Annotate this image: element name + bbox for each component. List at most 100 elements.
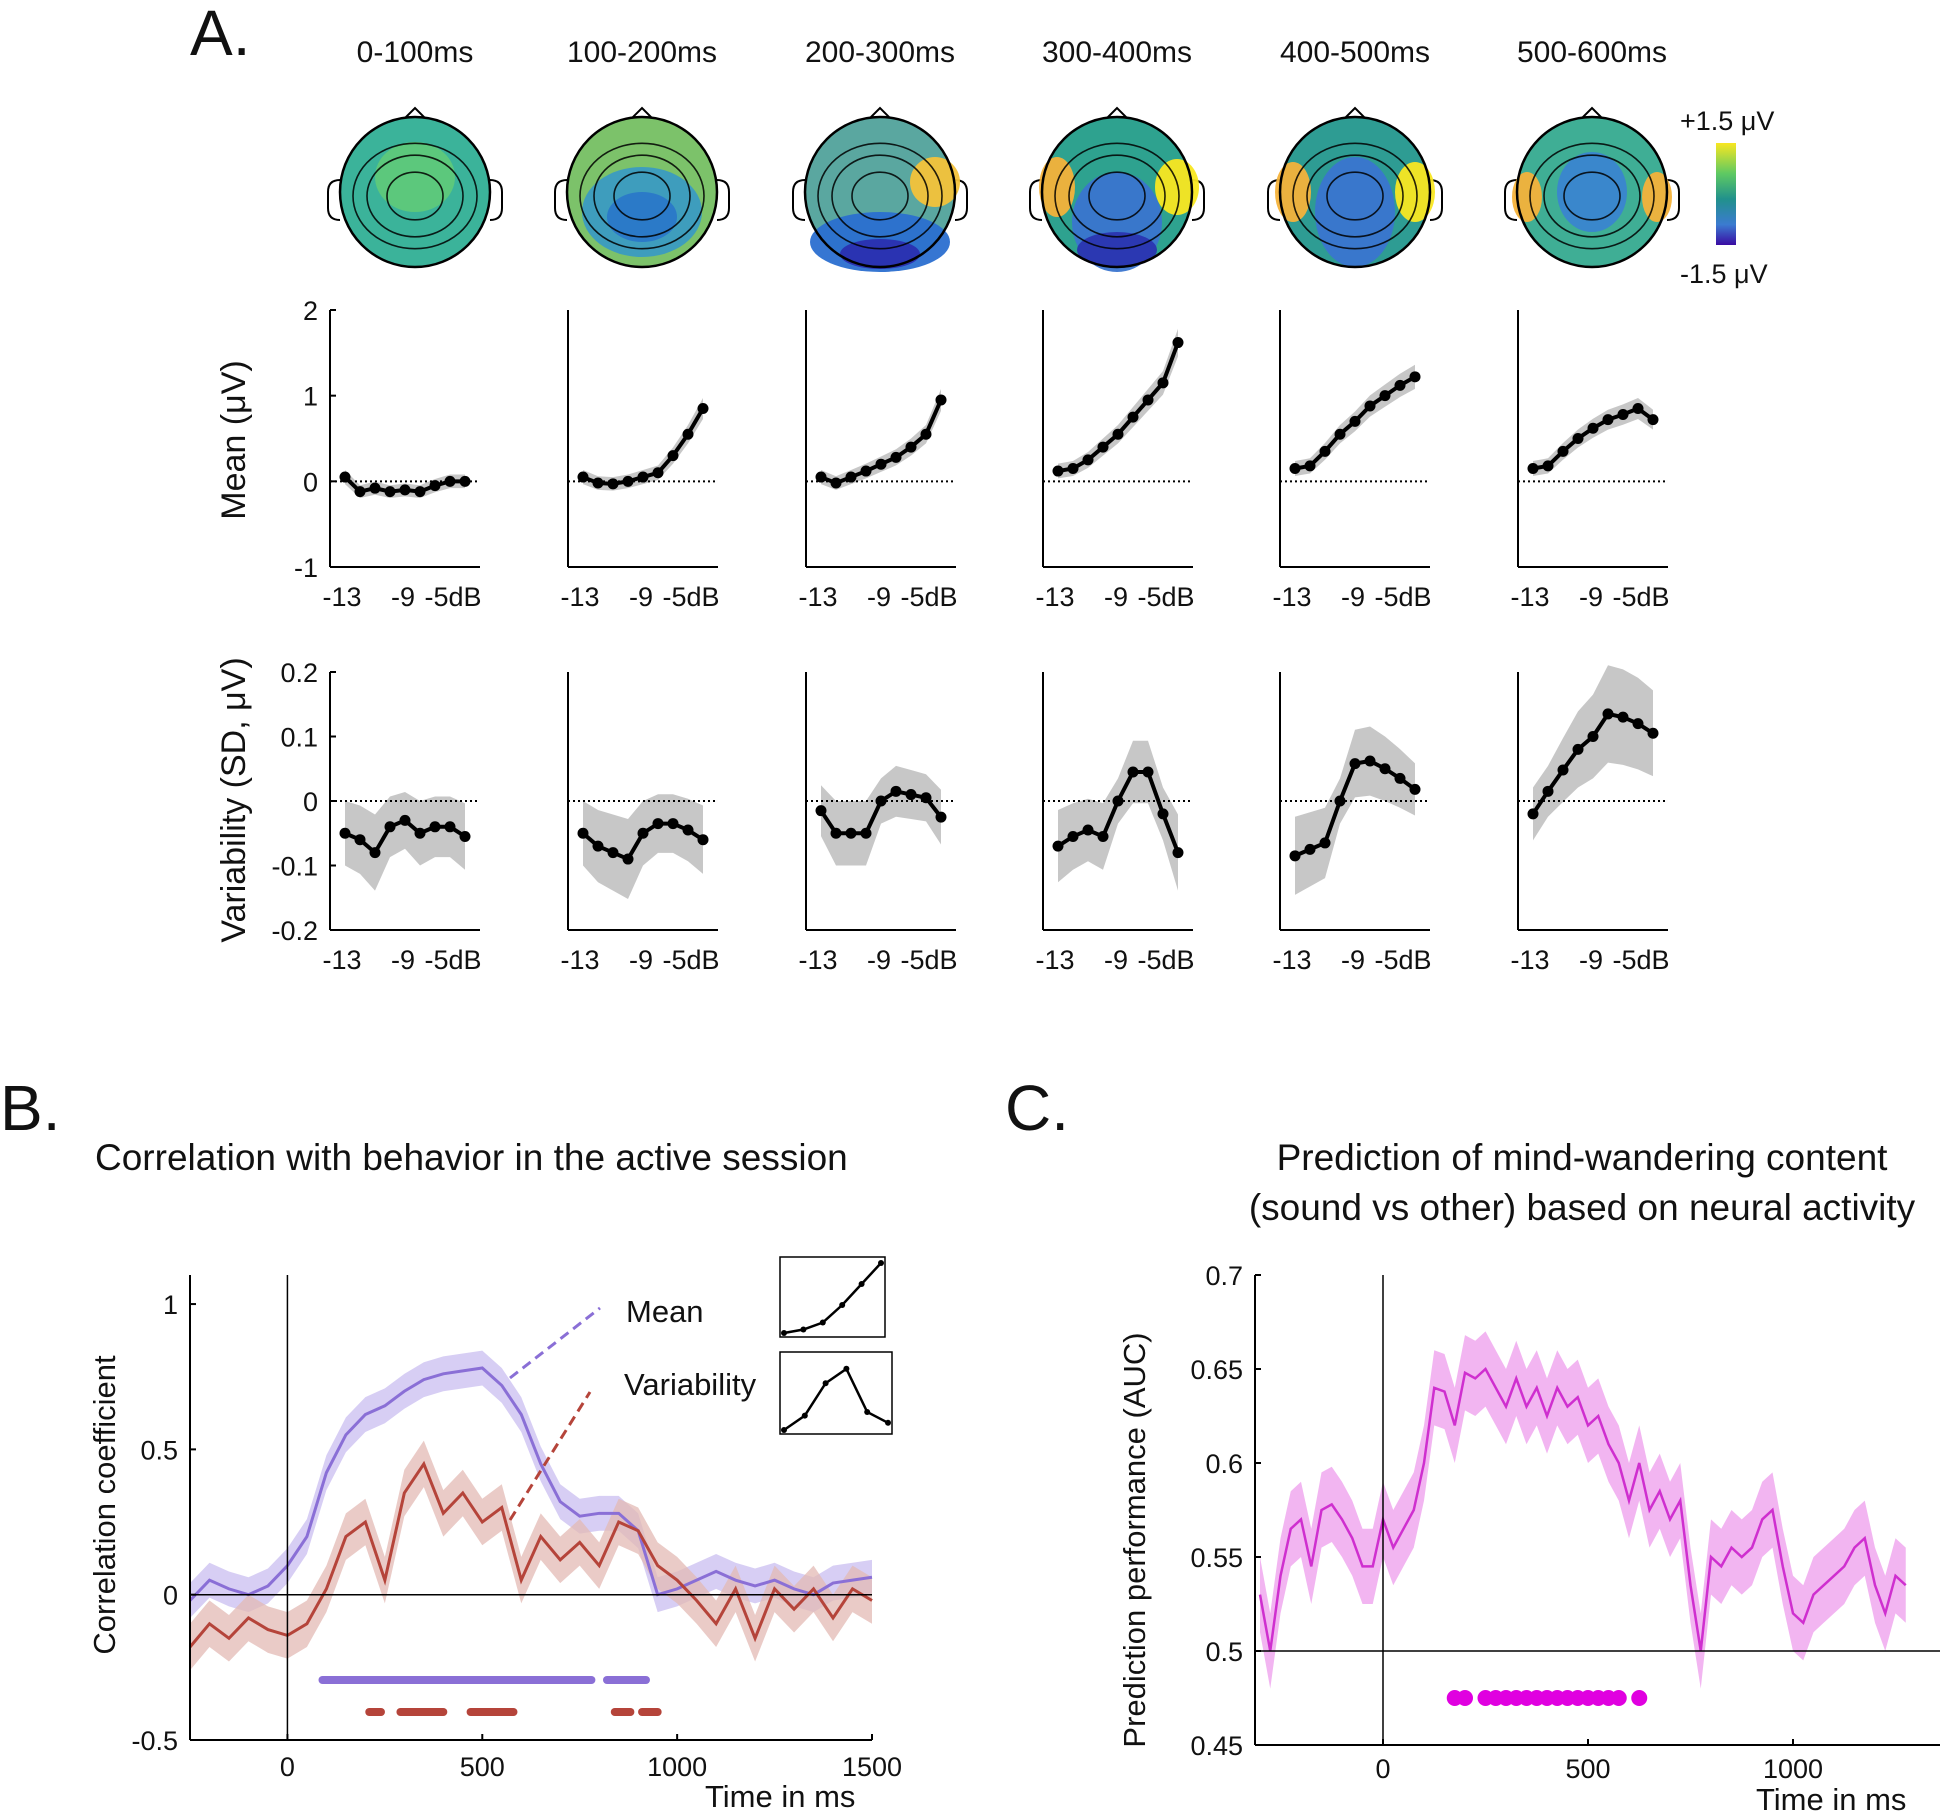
data-point [622,475,634,487]
data-point [1157,377,1169,389]
topo-region [1395,162,1435,222]
data-point [920,792,932,804]
data-point [637,827,649,839]
topo-outline [1278,115,1432,269]
data-point [682,428,694,440]
topo-outline [1515,115,1669,269]
data-point [845,827,857,839]
y-tick-label: 0.2 [280,658,318,688]
data-point [1304,460,1316,472]
y-tick-label: -1 [294,553,318,583]
y-tick-label: 0.45 [1190,1731,1243,1761]
legend-leader-variability [508,1391,592,1521]
topo-region [1039,157,1075,217]
y-tick-label: 0.5 [1205,1637,1243,1667]
data-point [1127,766,1139,778]
data-point [890,451,902,463]
x-tick-label: -13 [1035,945,1074,975]
topo-window-label: 100-200ms [567,36,717,69]
data-point [1587,731,1599,742]
data-point [369,482,381,494]
topo-window-label: 0-100ms [357,36,474,69]
data-point [1409,371,1421,383]
legend-mean-label: Mean [626,1294,704,1329]
y-tick-label: 1 [303,382,318,412]
data-point [697,834,709,846]
y-tick-label: 0 [163,1581,178,1611]
data-point [682,824,694,836]
panel-c-letter: C. [1005,1072,1069,1144]
y-tick-label: 0.6 [1205,1449,1243,1479]
data-point [1527,462,1539,474]
data-point [1142,766,1154,778]
topo-contour [1326,171,1384,221]
data-point [459,475,471,487]
data-point [1142,394,1154,406]
inset-line [783,1366,889,1432]
error-band [1058,740,1178,891]
x-tick-label: -5dB [1612,945,1669,975]
data-point [1172,847,1184,859]
data-point [1112,795,1124,807]
data-point [354,834,366,846]
data-point [592,840,604,852]
x-tick-label: -13 [560,945,599,975]
inset-line [783,1262,882,1335]
topo-contour [613,171,671,221]
data-point [1632,403,1644,415]
topo-contour [817,142,943,250]
small-plot: -13 -9 -5dB [1510,310,1670,612]
data-point [1304,843,1316,855]
data-point [1289,462,1301,474]
topo-contour [366,154,464,238]
x-tick-label: -5dB [662,945,719,975]
data-point [1527,808,1539,820]
error-band [821,765,941,866]
x-tick-label: 500 [460,1752,505,1782]
topo-contour [1088,171,1146,221]
data-point [815,471,827,483]
significance-dot [1610,1690,1627,1706]
data-point [1097,441,1109,453]
data-point [1172,337,1184,349]
data-point [1112,428,1124,440]
y-tick-label: 0.55 [1190,1543,1243,1573]
small-plot: -13 -9 -5dB [1272,310,1432,612]
data-point [369,847,381,859]
topo-contour [1543,154,1641,238]
y-tick-label: 1 [163,1290,178,1320]
data-point [667,818,679,830]
topo-right-ear [489,179,503,221]
y-tick-label: 0 [303,787,318,817]
data-point [339,471,351,483]
data-point [459,830,471,842]
topo-contour [1068,154,1166,238]
y-tick-label: -0.1 [271,852,318,882]
data-point [1647,727,1659,739]
x-tick-label: -5dB [1137,582,1194,612]
data-point [860,827,872,839]
y-tick-label: 0.5 [140,1435,178,1465]
topo-outline [565,115,719,269]
small-plot: -13 -9 -5dB [798,672,958,975]
topo-contour [1306,154,1404,238]
x-tick-label: -9 [1104,582,1128,612]
x-tick-label: -9 [1579,945,1603,975]
panel-b-title: Correlation with behavior in the active … [95,1137,848,1178]
data-point [429,821,441,833]
data-point [875,458,887,470]
data-point [815,805,827,817]
data-point [399,484,411,496]
y-tick-label: 0 [303,467,318,497]
topo-contour [579,142,705,250]
data-point [1394,379,1406,391]
topo-contour [1529,142,1655,250]
data-point [830,477,842,489]
data-point [1052,465,1064,477]
x-tick-label: -9 [1341,945,1365,975]
topo-contour [1054,142,1180,250]
data-point [1602,414,1614,426]
data-point [577,827,589,839]
var-ylabel: Variability (SD, μV) [215,657,253,942]
